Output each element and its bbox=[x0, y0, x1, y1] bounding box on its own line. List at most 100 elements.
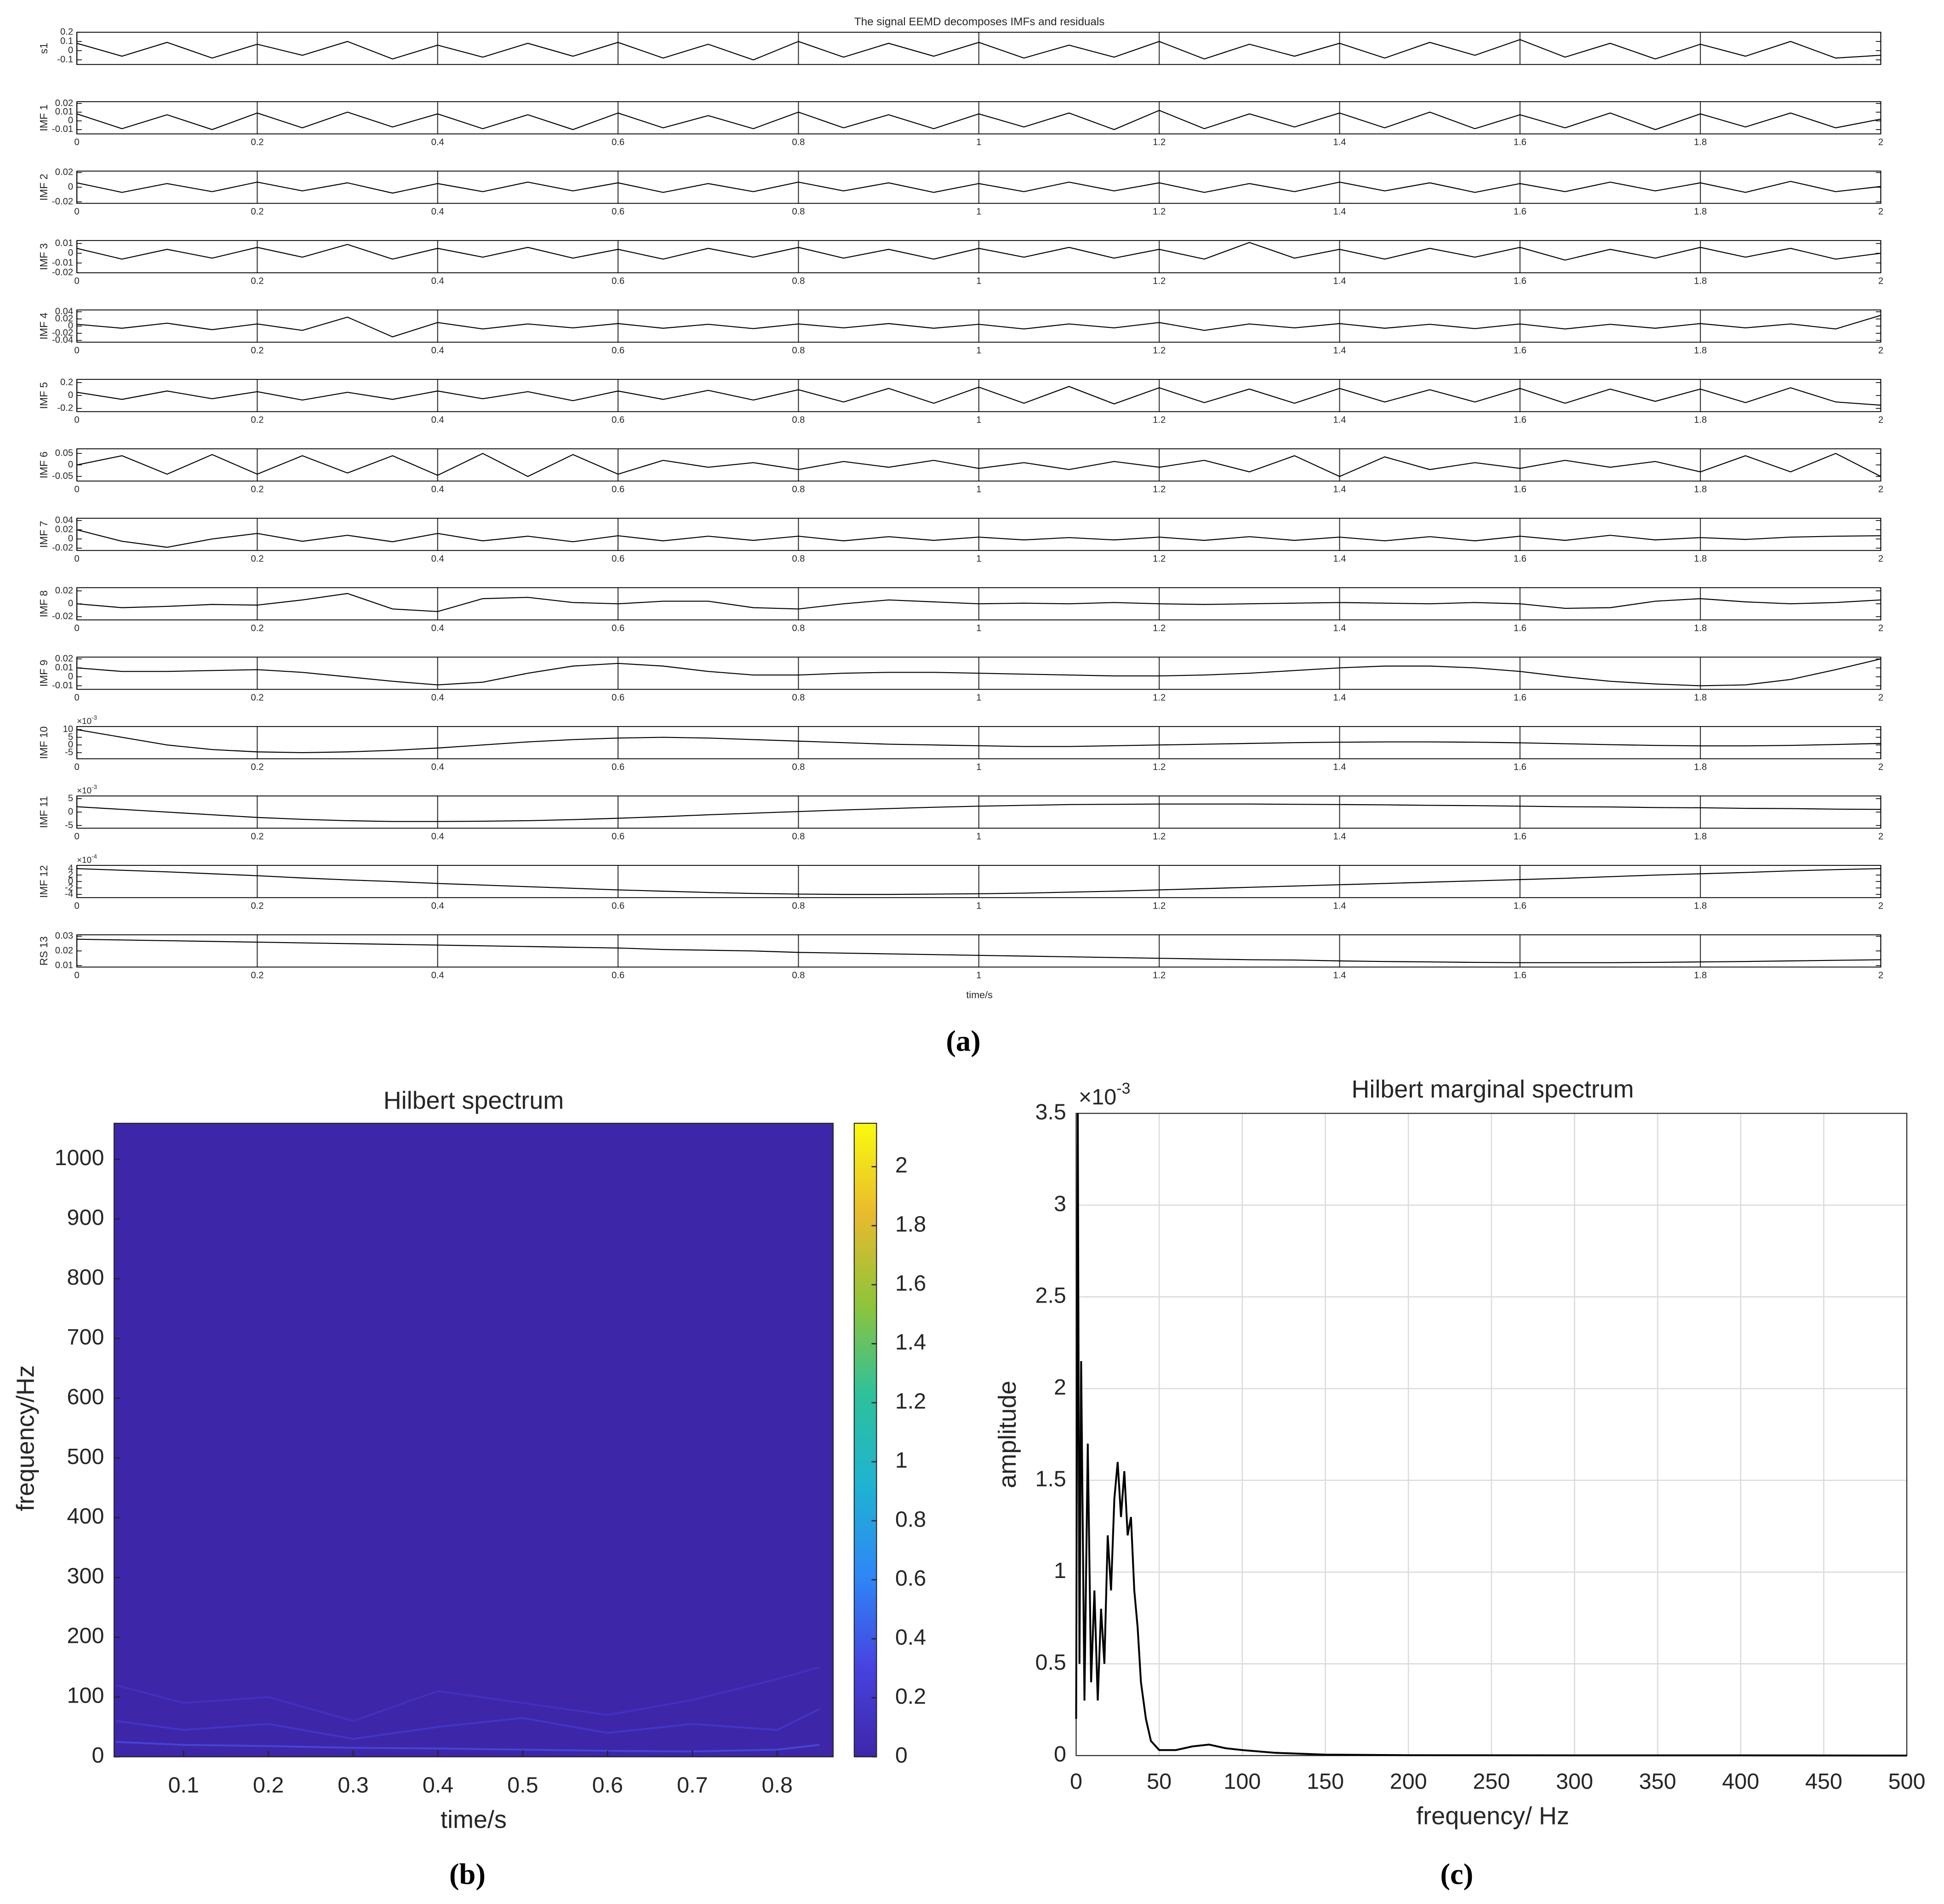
panel-label: (c) bbox=[1440, 1857, 1473, 1890]
x-tick-label: 0.8 bbox=[762, 1772, 793, 1797]
y-axis-label: IMF 3 bbox=[38, 243, 50, 270]
multiplier-exponent: -4 bbox=[91, 853, 97, 860]
axes-box bbox=[76, 795, 1881, 829]
x-tick-label: 2 bbox=[1878, 901, 1883, 911]
signal-line bbox=[77, 386, 1881, 406]
x-tick-label: 1.4 bbox=[1333, 484, 1346, 494]
x-tick-label: 1.2 bbox=[1153, 970, 1166, 980]
x-tick-label: 0.6 bbox=[612, 554, 624, 564]
signal-line bbox=[76, 39, 1881, 61]
x-tick-label: 0 bbox=[74, 137, 80, 147]
x-tick-label: 0.4 bbox=[431, 137, 444, 147]
multiplier-base: ×10 bbox=[77, 785, 91, 795]
x-tick-label: 1 bbox=[976, 345, 981, 355]
y-tick-label: 0.02 bbox=[55, 98, 73, 108]
x-tick-label: 1.8 bbox=[1694, 484, 1707, 494]
x-tick-label: 1.8 bbox=[1694, 901, 1707, 911]
x-tick-label: 2 bbox=[1878, 623, 1883, 633]
y-axis-label: IMF 11 bbox=[38, 796, 50, 828]
panel-label: (a) bbox=[946, 1024, 980, 1057]
axes-box bbox=[76, 171, 1881, 204]
y-tick-label: 0.02 bbox=[55, 653, 73, 663]
x-tick-label: 0.4 bbox=[431, 345, 444, 355]
x-tick-label: 0.8 bbox=[792, 137, 805, 147]
x-tick-label: 0.6 bbox=[612, 970, 624, 980]
multiplier-base: ×10 bbox=[77, 716, 91, 726]
x-tick-label: 1.8 bbox=[1694, 970, 1707, 980]
y-tick-label: -0.01 bbox=[52, 680, 73, 691]
x-axis-label: time/s bbox=[440, 1806, 507, 1833]
y-tick-label: -4 bbox=[65, 889, 73, 899]
colorbar-tick-label: 0 bbox=[895, 1743, 908, 1768]
x-tick-label: 1 bbox=[976, 692, 981, 703]
x-tick-label: 1.2 bbox=[1153, 137, 1166, 147]
ridge-line bbox=[115, 1666, 820, 1722]
x-tick-label: 0.6 bbox=[612, 831, 624, 841]
axes-box bbox=[76, 934, 1881, 968]
y-tick-label: 5 bbox=[68, 732, 73, 742]
axis-multiplier: ×10-4 bbox=[77, 853, 97, 864]
x-tick-label: 1.4 bbox=[1333, 137, 1346, 147]
y-tick-label: 0.03 bbox=[55, 931, 73, 941]
y-tick-label: 0 bbox=[68, 807, 73, 817]
y-tick-label: -0.05 bbox=[52, 471, 73, 481]
x-tick-label: 1.2 bbox=[1153, 623, 1166, 633]
x-tick-label: 0 bbox=[74, 345, 80, 355]
x-tick-label: 0.6 bbox=[612, 276, 624, 286]
x-tick-label: 0.4 bbox=[431, 762, 444, 772]
x-tick-label: 1.8 bbox=[1694, 415, 1707, 425]
signal-line bbox=[76, 529, 1881, 548]
x-tick-label: 0.8 bbox=[792, 345, 805, 355]
x-tick-label: 1 bbox=[976, 276, 981, 286]
x-tick-label: 2 bbox=[1878, 484, 1883, 494]
x-tick-label: 1 bbox=[976, 484, 981, 494]
colorbar-tick-label: 1 bbox=[895, 1448, 908, 1473]
x-tick-label: 1.6 bbox=[1514, 623, 1527, 633]
x-tick-label: 1.2 bbox=[1153, 484, 1166, 494]
x-tick-label: 0.2 bbox=[251, 206, 263, 217]
x-tick-label: 0.2 bbox=[251, 692, 263, 703]
x-tick-label: 1 bbox=[976, 831, 981, 841]
y-tick-label: 1000 bbox=[55, 1145, 104, 1170]
x-tick-label: 1.2 bbox=[1153, 831, 1166, 841]
x-tick-label: 1.6 bbox=[1514, 137, 1527, 147]
colorbar-tick-label: 0.6 bbox=[895, 1566, 926, 1591]
axes-box bbox=[76, 240, 1881, 274]
y-tick-label: 1 bbox=[1054, 1558, 1066, 1583]
chart-title: Hilbert marginal spectrum bbox=[1351, 1075, 1634, 1103]
x-tick-label: 1.2 bbox=[1153, 276, 1166, 286]
colorbar-tick-label: 0.2 bbox=[895, 1684, 926, 1709]
x-tick-label: 1.8 bbox=[1694, 831, 1707, 841]
x-tick-label: 2 bbox=[1878, 970, 1883, 980]
y-tick-label: -0.1 bbox=[57, 55, 73, 65]
y-tick-label: 2 bbox=[1054, 1375, 1066, 1400]
x-tick-label: 0.6 bbox=[612, 206, 624, 217]
multiplier-exponent: -3 bbox=[1116, 1080, 1130, 1098]
y-tick-label: 0 bbox=[68, 390, 73, 400]
x-tick-label: 1 bbox=[976, 901, 981, 911]
x-tick-label: 1.4 bbox=[1333, 970, 1346, 980]
y-tick-label: 0.05 bbox=[55, 448, 73, 458]
x-tick-label: 2 bbox=[1878, 137, 1883, 147]
y-tick-label: -0.04 bbox=[52, 335, 73, 345]
x-tick-label: 1.6 bbox=[1514, 970, 1527, 980]
y-tick-label: 0.01 bbox=[55, 663, 73, 673]
x-tick-label: 0.8 bbox=[792, 831, 805, 841]
y-tick-label: -0.02 bbox=[52, 543, 73, 553]
y-tick-label: 0.01 bbox=[55, 238, 73, 248]
y-tick-label: 0 bbox=[68, 46, 73, 56]
x-tick-label: 1.6 bbox=[1514, 206, 1527, 217]
x-tick-label: 0.4 bbox=[431, 484, 444, 494]
signal-line bbox=[76, 729, 1881, 753]
y-tick-label: -0.02 bbox=[52, 268, 73, 278]
x-tick-label: 1.2 bbox=[1153, 415, 1166, 425]
x-tick-label: 500 bbox=[1888, 1769, 1926, 1794]
x-tick-label: 0.2 bbox=[251, 762, 263, 772]
panel-label: (b) bbox=[449, 1857, 486, 1890]
x-tick-label: 0.8 bbox=[792, 206, 805, 217]
x-tick-label: 0 bbox=[74, 901, 80, 911]
x-tick-label: 1.8 bbox=[1694, 345, 1707, 355]
x-tick-label: 450 bbox=[1805, 1769, 1842, 1794]
y-tick-label: 0.02 bbox=[55, 586, 73, 596]
x-tick-label: 0.8 bbox=[792, 554, 805, 564]
